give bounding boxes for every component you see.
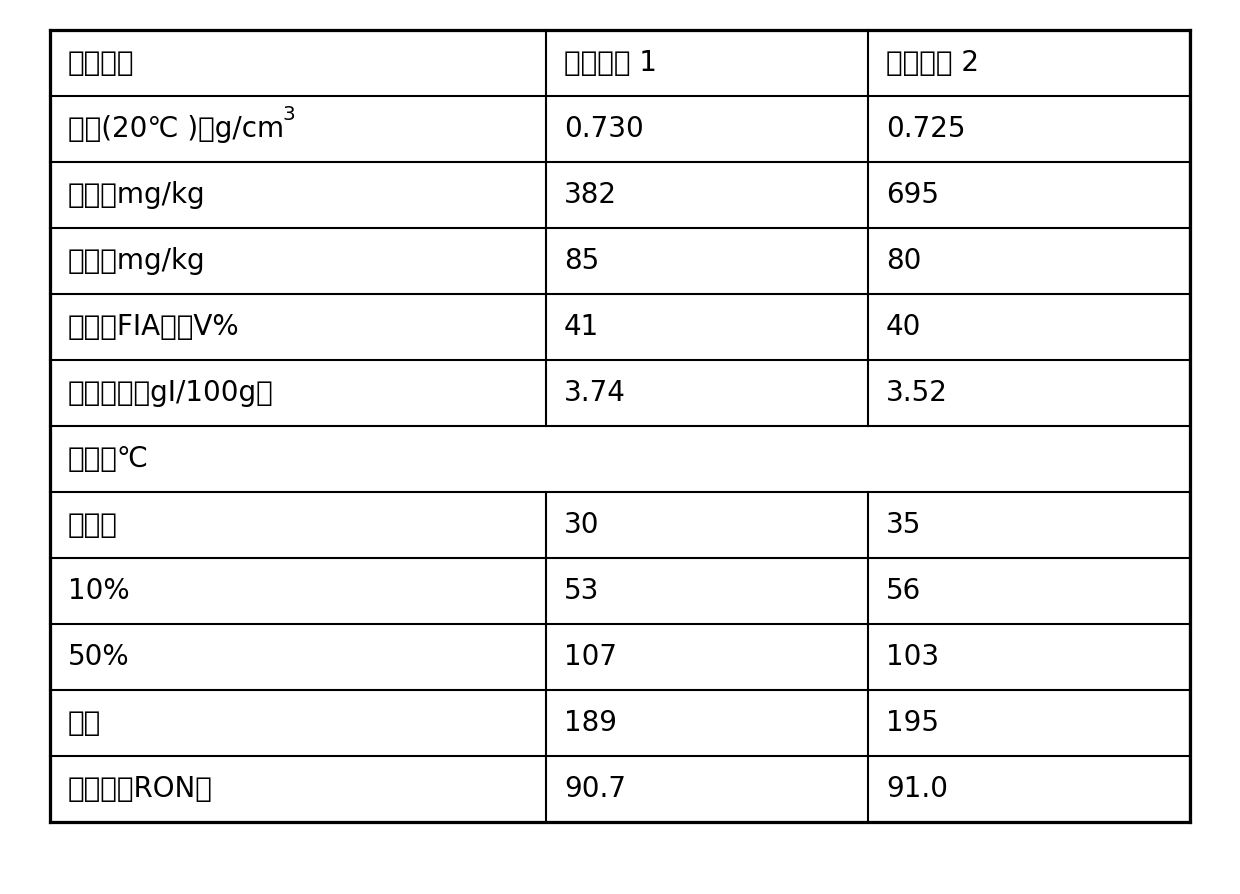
Text: 41: 41 — [564, 313, 599, 341]
Text: 56: 56 — [885, 577, 921, 605]
Text: 189: 189 — [564, 709, 618, 737]
Text: 103: 103 — [885, 643, 939, 671]
Text: 40: 40 — [885, 313, 921, 341]
Text: 初馏点: 初馏点 — [68, 511, 118, 539]
Bar — [50, 30, 1190, 822]
Text: 馏程，℃: 馏程，℃ — [68, 445, 149, 473]
Text: 烯烃（FIA），V%: 烯烃（FIA），V% — [68, 313, 239, 341]
Text: 催化汽油 2: 催化汽油 2 — [885, 49, 978, 77]
Bar — [50, 30, 1190, 822]
Text: 0.725: 0.725 — [885, 115, 966, 143]
Text: 0.730: 0.730 — [564, 115, 644, 143]
Text: 总硫，mg/kg: 总硫，mg/kg — [68, 181, 206, 209]
Text: 二烯值，（gI/100g）: 二烯值，（gI/100g） — [68, 379, 274, 407]
Text: 85: 85 — [564, 247, 599, 275]
Text: 30: 30 — [564, 511, 599, 539]
Text: 催化汽油 1: 催化汽油 1 — [564, 49, 657, 77]
Text: 10%: 10% — [68, 577, 130, 605]
Text: 91.0: 91.0 — [885, 775, 947, 803]
Text: 107: 107 — [564, 643, 618, 671]
Text: 噻吩，mg/kg: 噻吩，mg/kg — [68, 247, 206, 275]
Text: 辛烷值（RON）: 辛烷值（RON） — [68, 775, 213, 803]
Text: 195: 195 — [885, 709, 939, 737]
Text: 50%: 50% — [68, 643, 130, 671]
Text: 干点: 干点 — [68, 709, 102, 737]
Text: 3.74: 3.74 — [564, 379, 626, 407]
Text: 80: 80 — [885, 247, 921, 275]
Text: 原料名称: 原料名称 — [68, 49, 134, 77]
Text: 53: 53 — [564, 577, 599, 605]
Text: 密度(20℃ )，g/cm: 密度(20℃ )，g/cm — [68, 115, 284, 143]
Text: 382: 382 — [564, 181, 618, 209]
Text: 90.7: 90.7 — [564, 775, 626, 803]
Text: 3: 3 — [283, 105, 295, 124]
Text: 35: 35 — [885, 511, 921, 539]
Text: 695: 695 — [885, 181, 939, 209]
Text: 3.52: 3.52 — [885, 379, 947, 407]
